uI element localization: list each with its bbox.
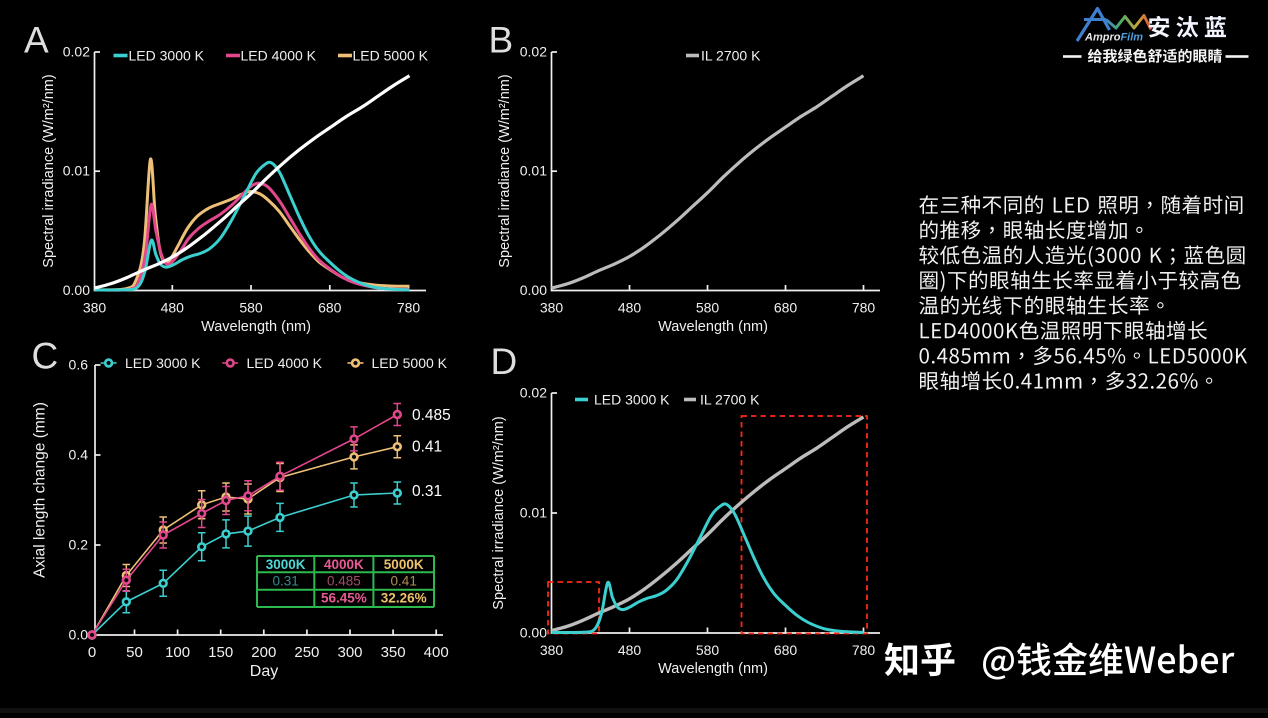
- svg-text:LED 3000 K: LED 3000 K: [125, 355, 201, 371]
- svg-text:350: 350: [381, 644, 406, 661]
- svg-text:0.0: 0.0: [69, 627, 89, 643]
- svg-text:780: 780: [397, 300, 421, 316]
- svg-text:LED 4000 K: LED 4000 K: [247, 355, 323, 371]
- svg-text:0.02: 0.02: [63, 44, 90, 60]
- svg-text:IL 2700 K: IL 2700 K: [701, 48, 761, 64]
- svg-text:0.41: 0.41: [412, 439, 442, 456]
- svg-text:780: 780: [852, 300, 876, 316]
- svg-text:480: 480: [618, 300, 642, 316]
- svg-text:580: 580: [696, 642, 720, 658]
- svg-text:0.01: 0.01: [520, 163, 547, 179]
- svg-text:C: C: [32, 336, 59, 377]
- svg-text:0.6: 0.6: [69, 357, 89, 373]
- svg-text:56.45%: 56.45%: [321, 591, 367, 606]
- svg-text:50: 50: [126, 644, 143, 661]
- svg-text:Wavelength (nm): Wavelength (nm): [201, 319, 311, 335]
- svg-text:D: D: [491, 341, 518, 382]
- svg-text:580: 580: [239, 300, 263, 316]
- svg-text:Spectral irradiance (W/m²/nm): Spectral irradiance (W/m²/nm): [497, 74, 513, 267]
- svg-text:300: 300: [337, 644, 362, 661]
- svg-text:Wavelength (nm): Wavelength (nm): [658, 319, 768, 335]
- svg-text:380: 380: [83, 300, 107, 316]
- svg-text:Wavelength (nm): Wavelength (nm): [658, 661, 768, 677]
- svg-text:Spectral irradiance (W/m²/nm): Spectral irradiance (W/m²/nm): [491, 416, 507, 609]
- svg-text:200: 200: [251, 644, 276, 661]
- svg-text:380: 380: [540, 642, 564, 658]
- svg-text:0.485: 0.485: [412, 407, 451, 424]
- svg-text:0.2: 0.2: [69, 537, 89, 553]
- svg-text:4000K: 4000K: [324, 557, 364, 572]
- svg-text:380: 380: [540, 300, 564, 316]
- svg-text:3000K: 3000K: [266, 557, 306, 572]
- svg-text:0.02: 0.02: [520, 44, 547, 60]
- svg-text:LED 3000 K: LED 3000 K: [129, 48, 205, 64]
- svg-text:Spectral irradiance (W/m²/nm): Spectral irradiance (W/m²/nm): [41, 74, 57, 267]
- svg-text:0.01: 0.01: [520, 505, 547, 521]
- svg-text:0.4: 0.4: [69, 447, 89, 463]
- svg-text:680: 680: [774, 300, 798, 316]
- svg-text:0.485: 0.485: [327, 574, 361, 589]
- svg-text:LED 3000 K: LED 3000 K: [594, 392, 670, 408]
- svg-text:0.31: 0.31: [272, 574, 298, 589]
- svg-text:480: 480: [161, 300, 185, 316]
- svg-text:LED 5000 K: LED 5000 K: [372, 355, 448, 371]
- svg-text:0: 0: [88, 644, 96, 661]
- svg-text:680: 680: [318, 300, 342, 316]
- svg-text:32.26%: 32.26%: [381, 591, 427, 606]
- svg-text:0.00: 0.00: [63, 282, 90, 298]
- svg-text:IL 2700 K: IL 2700 K: [700, 392, 760, 408]
- svg-text:0.02: 0.02: [520, 385, 547, 401]
- svg-text:580: 580: [696, 300, 720, 316]
- svg-text:Axial length change (mm): Axial length change (mm): [32, 402, 49, 578]
- svg-text:400: 400: [424, 644, 449, 661]
- svg-text:0.31: 0.31: [412, 483, 442, 500]
- svg-text:100: 100: [165, 644, 190, 661]
- svg-text:A: A: [24, 19, 49, 60]
- svg-text:0.01: 0.01: [63, 163, 90, 179]
- svg-text:0.41: 0.41: [391, 574, 417, 589]
- svg-text:LED 5000 K: LED 5000 K: [353, 48, 429, 64]
- svg-text:0.00: 0.00: [520, 625, 547, 641]
- svg-text:680: 680: [774, 642, 798, 658]
- svg-text:150: 150: [208, 644, 233, 661]
- svg-text:5000K: 5000K: [384, 557, 424, 572]
- svg-text:0.00: 0.00: [520, 282, 547, 298]
- svg-text:250: 250: [294, 644, 319, 661]
- svg-text:LED 4000 K: LED 4000 K: [241, 48, 317, 64]
- svg-text:480: 480: [618, 642, 642, 658]
- svg-text:AmproFilm: AmproFilm: [1084, 32, 1143, 44]
- svg-text:Day: Day: [250, 663, 278, 680]
- svg-text:780: 780: [852, 642, 876, 658]
- svg-text:B: B: [489, 20, 514, 61]
